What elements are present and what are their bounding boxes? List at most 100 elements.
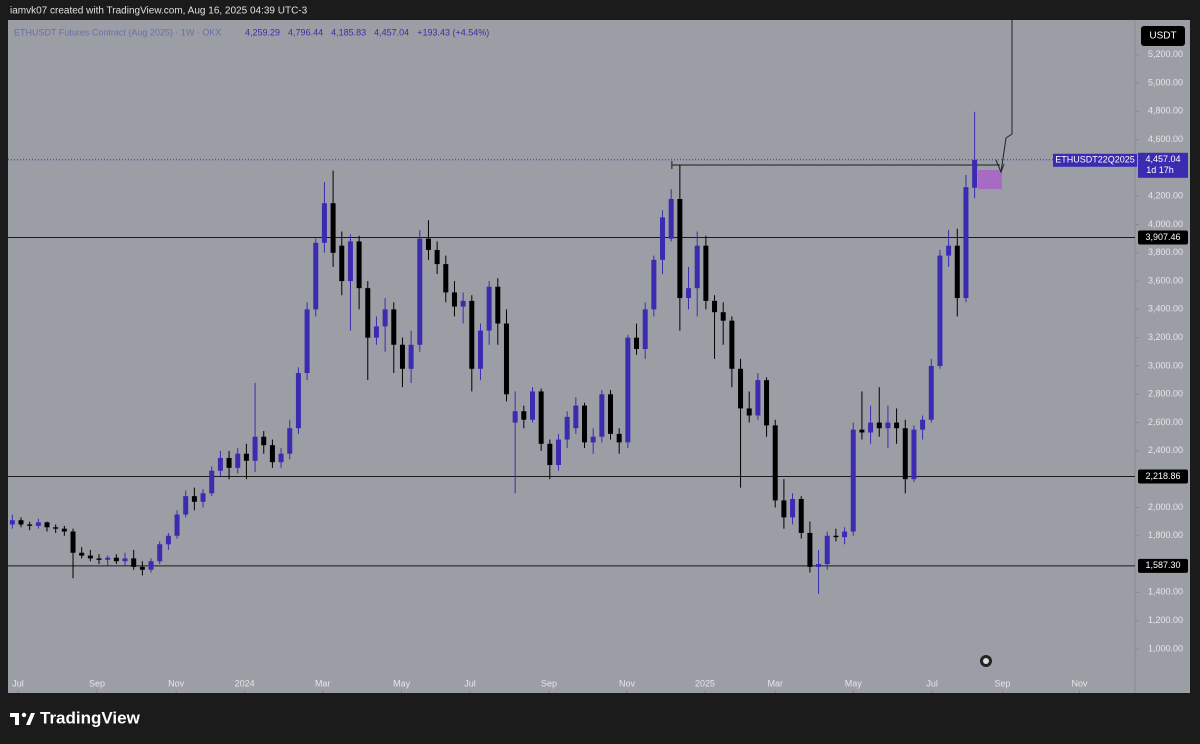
x-tick-label: Sep (541, 678, 557, 688)
y-tick-label: 4,600.00 (1148, 134, 1183, 144)
candle-body (330, 203, 336, 253)
candle-body (573, 405, 579, 429)
candle-body (781, 500, 787, 518)
y-tick-label: 1,400.00 (1148, 587, 1183, 597)
x-tick-label: 2024 (235, 678, 255, 688)
candle-body (148, 561, 154, 570)
candle-body (660, 217, 666, 260)
x-tick-label: Mar (315, 678, 331, 688)
candle-body (512, 411, 518, 423)
candle-body (408, 344, 414, 369)
currency-button[interactable] (1141, 26, 1185, 46)
candle-body (564, 416, 570, 440)
candle-body (252, 436, 258, 461)
last-price-box (1138, 152, 1188, 178)
candle-body (269, 445, 275, 463)
legend-value: 4,259.29 (245, 27, 280, 37)
candle-body (18, 520, 24, 525)
symbol-box (1053, 153, 1137, 167)
candle-body (113, 557, 119, 562)
candle-body (243, 453, 249, 461)
y-tick-label: 3,600.00 (1148, 275, 1183, 285)
candle-body (61, 528, 67, 532)
x-tick-label: Mar (767, 678, 783, 688)
candle-body (53, 527, 59, 529)
candle-body (209, 470, 215, 494)
candle-body (824, 535, 830, 565)
logo-part (26, 713, 35, 725)
candle-body (183, 496, 189, 515)
candle-body (356, 241, 362, 289)
candle-body (738, 368, 744, 409)
y-tick-label: 4,000.00 (1148, 219, 1183, 229)
candle-body (608, 394, 614, 434)
x-tick-label: May (845, 678, 863, 688)
candle-body (833, 535, 839, 538)
candle-body (651, 259, 657, 310)
y-tick-label: 2,800.00 (1148, 389, 1183, 399)
x-tick-label: Sep (89, 678, 105, 688)
candle-body (321, 203, 327, 243)
candle-body (729, 320, 735, 369)
symbol-label: ETHUSDT22Q2025 (1055, 155, 1135, 165)
candle-body (790, 498, 796, 518)
y-tick-label: 2,000.00 (1148, 502, 1183, 512)
chart-title: ETHUSDT Futures Contract (Aug 2025) · 1W… (14, 27, 221, 37)
candle-body (365, 288, 371, 338)
plot: 1,000.00 1,200.00 1,400.00 1,800.00 2,000.00… (8, 49, 1188, 693)
candle-body (911, 429, 917, 480)
candle-body (44, 522, 50, 528)
candle-body (703, 245, 709, 301)
level-label-box (1138, 230, 1188, 245)
y-tick-label: 2,600.00 (1148, 417, 1183, 427)
candle-body (261, 436, 267, 446)
candle-body (902, 428, 908, 480)
brand-logo (10, 712, 35, 725)
x-tick-label: May (393, 678, 411, 688)
candle-body (417, 238, 423, 345)
candle-body (235, 453, 241, 468)
candle-body (105, 557, 111, 560)
candle-body (495, 286, 501, 324)
y-tick-label: 3,000.00 (1148, 360, 1183, 370)
candle-body (382, 309, 388, 327)
candle-body (816, 564, 822, 567)
candle-body (87, 555, 93, 559)
x-tick-label: Nov (619, 678, 636, 688)
candle-body (850, 429, 856, 532)
candle-body (131, 558, 137, 567)
candle-body (798, 498, 804, 533)
highlight-box (978, 170, 1002, 189)
candle-body (339, 245, 345, 282)
candle-body (746, 408, 752, 416)
legend-value: +193.43 (+4.54%) (417, 27, 489, 37)
candle-body (157, 544, 163, 562)
x-tick-label: Nov (168, 678, 185, 688)
candle-body (972, 159, 978, 188)
candle-body (920, 419, 926, 430)
candle-body (755, 380, 761, 416)
projection-arrow (995, 20, 1013, 174)
candle-body (625, 337, 631, 443)
candle-body (9, 520, 15, 525)
candle-body (599, 394, 605, 437)
replay-icon-inner (983, 658, 989, 664)
logo-part (21, 712, 27, 718)
candle-body (954, 245, 960, 299)
candle-body (434, 249, 440, 265)
candle-body (868, 422, 874, 433)
last-price-label: 4,457.04 (1145, 154, 1180, 164)
candle-body (399, 344, 405, 369)
candle-body (226, 457, 232, 468)
candle-body (35, 522, 41, 526)
level-label: 3,907.46 (1145, 232, 1180, 242)
candle-body (70, 531, 76, 553)
candle-body (712, 300, 718, 313)
candle-body (165, 535, 171, 545)
candle-body (642, 309, 648, 349)
candle-body (486, 286, 492, 331)
candle-body (807, 532, 813, 567)
logo-part (15, 713, 19, 725)
